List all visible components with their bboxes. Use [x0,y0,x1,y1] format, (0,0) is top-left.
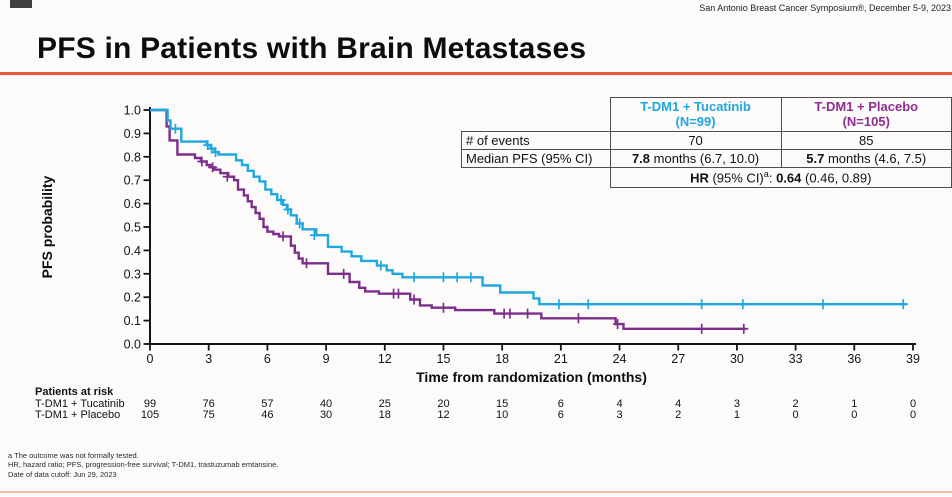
x-tick-label: 30 [730,352,744,366]
y-tick-label: 0.2 [124,291,141,305]
risk-count-row1-t30: 1 [733,409,740,421]
risk-count-row0-t0: 99 [143,398,157,410]
risk-row-label-placebo: T-DM1 + Placebo [35,409,121,421]
median-tucatinib-value: 7.8 months (6.7, 10.0) [609,148,782,169]
x-tick-label: 33 [789,352,803,366]
y-tick-label: 0.1 [124,314,141,328]
risk-count-row0-t9: 40 [319,398,333,410]
risk-count-row1-t12: 18 [378,409,391,421]
risk-count-row0-t33: 2 [792,398,799,410]
median-placebo-ci: months (4.6, 7.5) [824,150,927,166]
x-tick-label: 0 [147,352,154,366]
x-tick-label: 12 [378,352,392,366]
events-row-label: # of events [461,130,611,150]
events-row: # of events 70 85 [461,130,952,150]
risk-count-row1-t27: 2 [675,409,682,421]
risk-count-row1-t24: 3 [616,409,623,421]
hr-separator: : [768,170,777,186]
risk-count-row1-t21: 6 [557,409,564,421]
hr-blank-cell [462,168,611,188]
results-blank-cell [462,98,611,132]
median-placebo-value: 5.7 months (4.6, 7.5) [780,148,952,169]
median-row-label: Median PFS (95% CI) [461,148,611,169]
risk-count-row1-t9: 30 [319,409,333,421]
y-tick-label: 0.0 [124,338,141,352]
y-tick-label: 0.8 [124,150,141,164]
tucatinib-arm-n: (N=99) [675,114,716,130]
hr-ci-label: (95% CI) [708,170,764,186]
x-axis-title: Time from randomization (months) [416,369,647,385]
footnote-outcome: a The outcome was not formally tested. [8,451,139,460]
median-tucatinib-ci: months (6.7, 10.0) [650,150,760,166]
placebo-arm-name: T-DM1 + Placebo [814,99,919,114]
hazard-ratio-row: HR (95% CI)a: 0.64 (0.46, 0.89) [462,167,952,188]
risk-count-row1-t18: 10 [496,409,509,421]
x-tick-label: 9 [323,352,330,366]
y-tick-label: 1.0 [124,104,141,118]
y-tick-label: 0.9 [124,127,141,141]
risk-count-row0-t18: 15 [496,398,509,410]
risk-count-row1-t6: 46 [261,409,274,421]
risk-count-row1-t33: 0 [792,409,799,421]
y-tick-label: 0.6 [124,197,141,211]
title-underline [0,72,952,75]
x-tick-label: 21 [554,352,568,366]
risk-count-row1-t3: 75 [202,409,215,421]
events-tucatinib-value: 70 [609,130,782,150]
risk-count-row1-t15: 12 [437,409,450,421]
y-tick-label: 0.4 [124,244,141,258]
x-tick-label: 3 [205,352,212,366]
risk-count-row0-t39: 0 [909,398,917,410]
risk-count-row0-t3: 76 [202,398,215,410]
footer-accent-line [0,491,952,493]
symposium-credit: San Antonio Breast Cancer Symposium®, De… [699,3,951,13]
risk-count-row0-t12: 25 [378,398,391,410]
risk-count-row0-t6: 57 [261,398,274,410]
risk-count-row0-t21: 6 [557,398,564,410]
column-header-tucatinib: T-DM1 + Tucatinib (N=99) [609,97,782,132]
events-placebo-value: 85 [780,130,952,150]
risk-count-row1-t39: 0 [909,409,917,421]
hr-label: HR [690,170,709,186]
y-axis-title: PFS probability [39,175,55,278]
y-tick-label: 0.5 [124,221,141,235]
risk-count-row0-t27: 4 [675,398,682,410]
median-pfs-row: Median PFS (95% CI) 7.8 months (6.7, 10.… [461,148,952,169]
risk-count-row1-t36: 0 [851,409,858,421]
column-header-placebo: T-DM1 + Placebo (N=105) [780,97,952,132]
risk-count-row0-t30: 3 [733,398,740,410]
median-placebo-number: 5.7 [806,150,825,166]
x-tick-label: 24 [613,352,627,366]
results-table: T-DM1 + Tucatinib (N=99) T-DM1 + Placebo… [461,97,952,188]
x-tick-label: 27 [671,352,685,366]
risk-count-row0-t36: 1 [851,398,858,410]
y-tick-label: 0.3 [124,267,141,281]
hazard-ratio-value: HR (95% CI)a: 0.64 (0.46, 0.89) [609,167,952,188]
results-header-row: T-DM1 + Tucatinib (N=99) T-DM1 + Placebo… [462,97,952,132]
x-tick-label: 15 [437,352,451,366]
x-tick-label: 39 [906,352,920,366]
risk-count-row0-t15: 20 [437,398,450,410]
footnotes: a The outcome was not formally tested. H… [8,451,278,479]
risk-count-row0-t24: 4 [616,398,623,410]
hr-number: 0.64 [776,170,802,186]
y-tick-label: 0.7 [124,174,141,188]
tucatinib-arm-name: T-DM1 + Tucatinib [640,99,751,114]
risk-row-label-tucatinib: T-DM1 + Tucatinib [35,398,125,410]
patients-at-risk-title: Patients at risk [35,386,114,398]
x-tick-label: 18 [495,352,509,366]
risk-count-row1-t0: 105 [140,409,160,421]
median-tucatinib-number: 7.8 [631,150,651,166]
hr-ci-values: (0.46, 0.89) [801,170,872,186]
x-tick-label: 6 [264,352,271,366]
corner-logo-mark [10,0,32,8]
footnote-data-cutoff: Date of data cutoff: Jun 29, 2023 [8,469,117,479]
placebo-arm-n: (N=105) [842,114,890,130]
x-tick-label: 36 [847,352,861,366]
slide-title: PFS in Patients with Brain Metastases [37,32,587,65]
footnote-abbreviations: HR, hazard ratio; PFS, progression-free … [8,460,279,470]
